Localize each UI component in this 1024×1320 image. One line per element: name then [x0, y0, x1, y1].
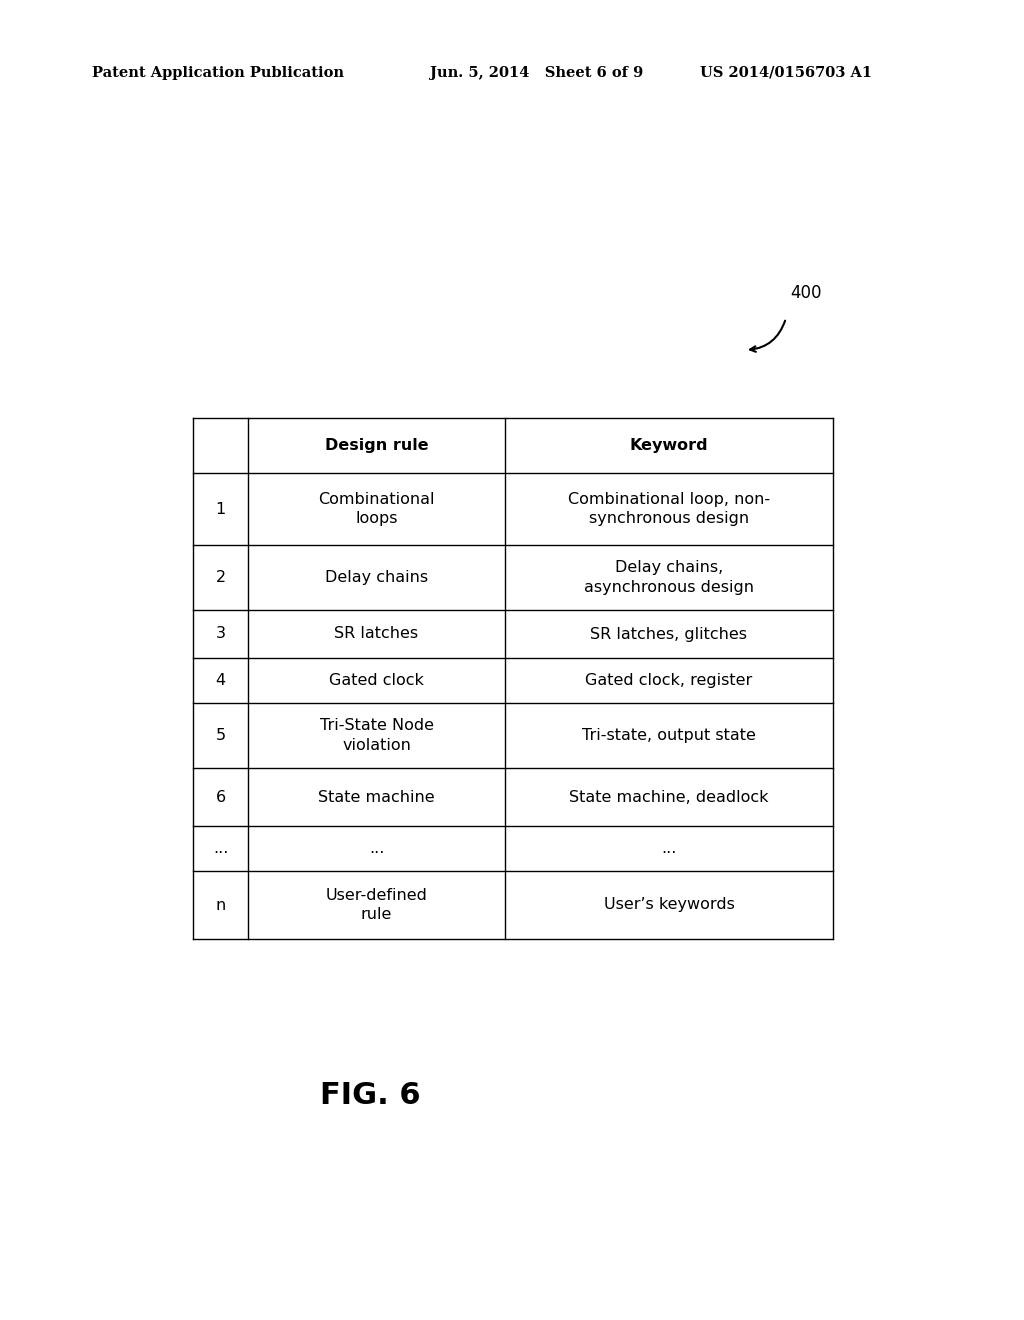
- Text: Combinational loop, non-
synchronous design: Combinational loop, non- synchronous des…: [568, 491, 770, 527]
- Text: ...: ...: [369, 841, 384, 855]
- Text: Jun. 5, 2014   Sheet 6 of 9: Jun. 5, 2014 Sheet 6 of 9: [430, 66, 643, 81]
- Text: Tri-State Node
violation: Tri-State Node violation: [319, 718, 433, 752]
- Text: SR latches, glitches: SR latches, glitches: [591, 627, 748, 642]
- Text: Tri-state, output state: Tri-state, output state: [582, 729, 756, 743]
- Text: Delay chains: Delay chains: [325, 570, 428, 585]
- Text: Design rule: Design rule: [325, 438, 428, 453]
- Text: Gated clock, register: Gated clock, register: [586, 673, 753, 688]
- Text: Keyword: Keyword: [630, 438, 709, 453]
- Text: 400: 400: [790, 284, 821, 302]
- Text: User’s keywords: User’s keywords: [603, 898, 734, 912]
- Text: Delay chains,
asynchronous design: Delay chains, asynchronous design: [584, 560, 754, 595]
- Text: US 2014/0156703 A1: US 2014/0156703 A1: [700, 66, 872, 81]
- Text: SR latches: SR latches: [335, 627, 419, 642]
- Text: Patent Application Publication: Patent Application Publication: [92, 66, 344, 81]
- Text: Gated clock: Gated clock: [329, 673, 424, 688]
- Text: User-defined
rule: User-defined rule: [326, 887, 427, 923]
- Text: 4: 4: [215, 673, 225, 688]
- Text: n: n: [215, 898, 225, 912]
- Text: 5: 5: [215, 729, 225, 743]
- Text: 1: 1: [215, 502, 225, 516]
- Text: 2: 2: [215, 570, 225, 585]
- Text: State machine: State machine: [318, 789, 435, 804]
- Text: Combinational
loops: Combinational loops: [318, 491, 435, 527]
- Text: FIG. 6: FIG. 6: [319, 1081, 420, 1110]
- Text: ...: ...: [213, 841, 228, 855]
- Text: State machine, deadlock: State machine, deadlock: [569, 789, 769, 804]
- Text: 6: 6: [215, 789, 225, 804]
- Text: 3: 3: [215, 627, 225, 642]
- Text: ...: ...: [662, 841, 677, 855]
